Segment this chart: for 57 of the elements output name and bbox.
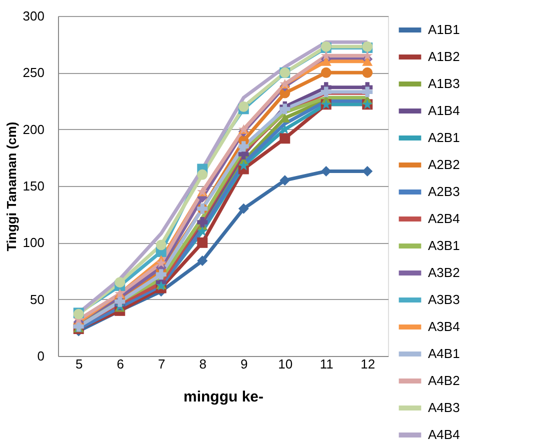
legend-label: A4B1 bbox=[428, 346, 460, 361]
legend-label: A2B4 bbox=[428, 211, 460, 226]
point bbox=[197, 256, 208, 266]
x-tick-label: 10 bbox=[278, 356, 293, 372]
x-tick-label: 9 bbox=[240, 356, 248, 372]
legend-label: A1B1 bbox=[428, 22, 460, 37]
x-axis-title: minggu ke- bbox=[183, 388, 264, 406]
x-tick-label: 11 bbox=[320, 356, 334, 372]
legend-label: A1B2 bbox=[428, 49, 460, 64]
y-tick-label: 150 bbox=[22, 178, 44, 194]
y-tick-label: 0 bbox=[37, 348, 44, 364]
legend-label: A1B3 bbox=[428, 76, 460, 91]
legend-label: A2B2 bbox=[428, 157, 460, 172]
point bbox=[238, 101, 249, 112]
point bbox=[320, 86, 332, 98]
point bbox=[114, 277, 126, 288]
y-tick-label: 50 bbox=[30, 292, 44, 307]
point bbox=[280, 104, 290, 114]
point bbox=[156, 258, 166, 268]
point bbox=[362, 166, 373, 177]
y-tick-label: 300 bbox=[22, 8, 44, 24]
point bbox=[362, 67, 373, 78]
x-tick-label: 7 bbox=[158, 356, 166, 372]
point bbox=[197, 226, 208, 236]
legend-label: A3B2 bbox=[428, 265, 460, 280]
y-axis-title: Tinggi Tanaman (cm) bbox=[4, 122, 19, 252]
point bbox=[238, 160, 249, 170]
point bbox=[362, 56, 373, 66]
point bbox=[320, 67, 332, 78]
legend-label: A2B3 bbox=[428, 184, 460, 199]
point bbox=[156, 269, 166, 280]
legend-label: A1B4 bbox=[428, 103, 460, 118]
point bbox=[280, 133, 290, 144]
point bbox=[197, 237, 208, 248]
point bbox=[238, 203, 249, 214]
point bbox=[156, 240, 166, 250]
point bbox=[238, 141, 249, 152]
point bbox=[362, 86, 373, 98]
legend-label: A4B4 bbox=[428, 427, 460, 442]
y-tick-label: 250 bbox=[22, 65, 44, 80]
legend-label: A3B1 bbox=[428, 238, 460, 253]
y-tick-label: 200 bbox=[22, 122, 44, 137]
legend-label: A4B2 bbox=[428, 373, 460, 388]
point bbox=[197, 217, 208, 228]
x-tick-label: 12 bbox=[360, 356, 376, 372]
legend-label: A4B3 bbox=[428, 400, 460, 415]
x-tick-label: 8 bbox=[199, 356, 206, 372]
point bbox=[320, 166, 332, 177]
point bbox=[197, 169, 208, 180]
point bbox=[320, 56, 332, 66]
legend-label: A2B1 bbox=[428, 130, 460, 145]
legend-label: A3B3 bbox=[428, 292, 460, 307]
y-tick-label: 100 bbox=[22, 235, 44, 250]
x-tick-label: 6 bbox=[116, 356, 124, 372]
x-tick-label: 5 bbox=[76, 356, 83, 372]
legend-label: A3B4 bbox=[428, 319, 460, 334]
point bbox=[280, 175, 290, 186]
